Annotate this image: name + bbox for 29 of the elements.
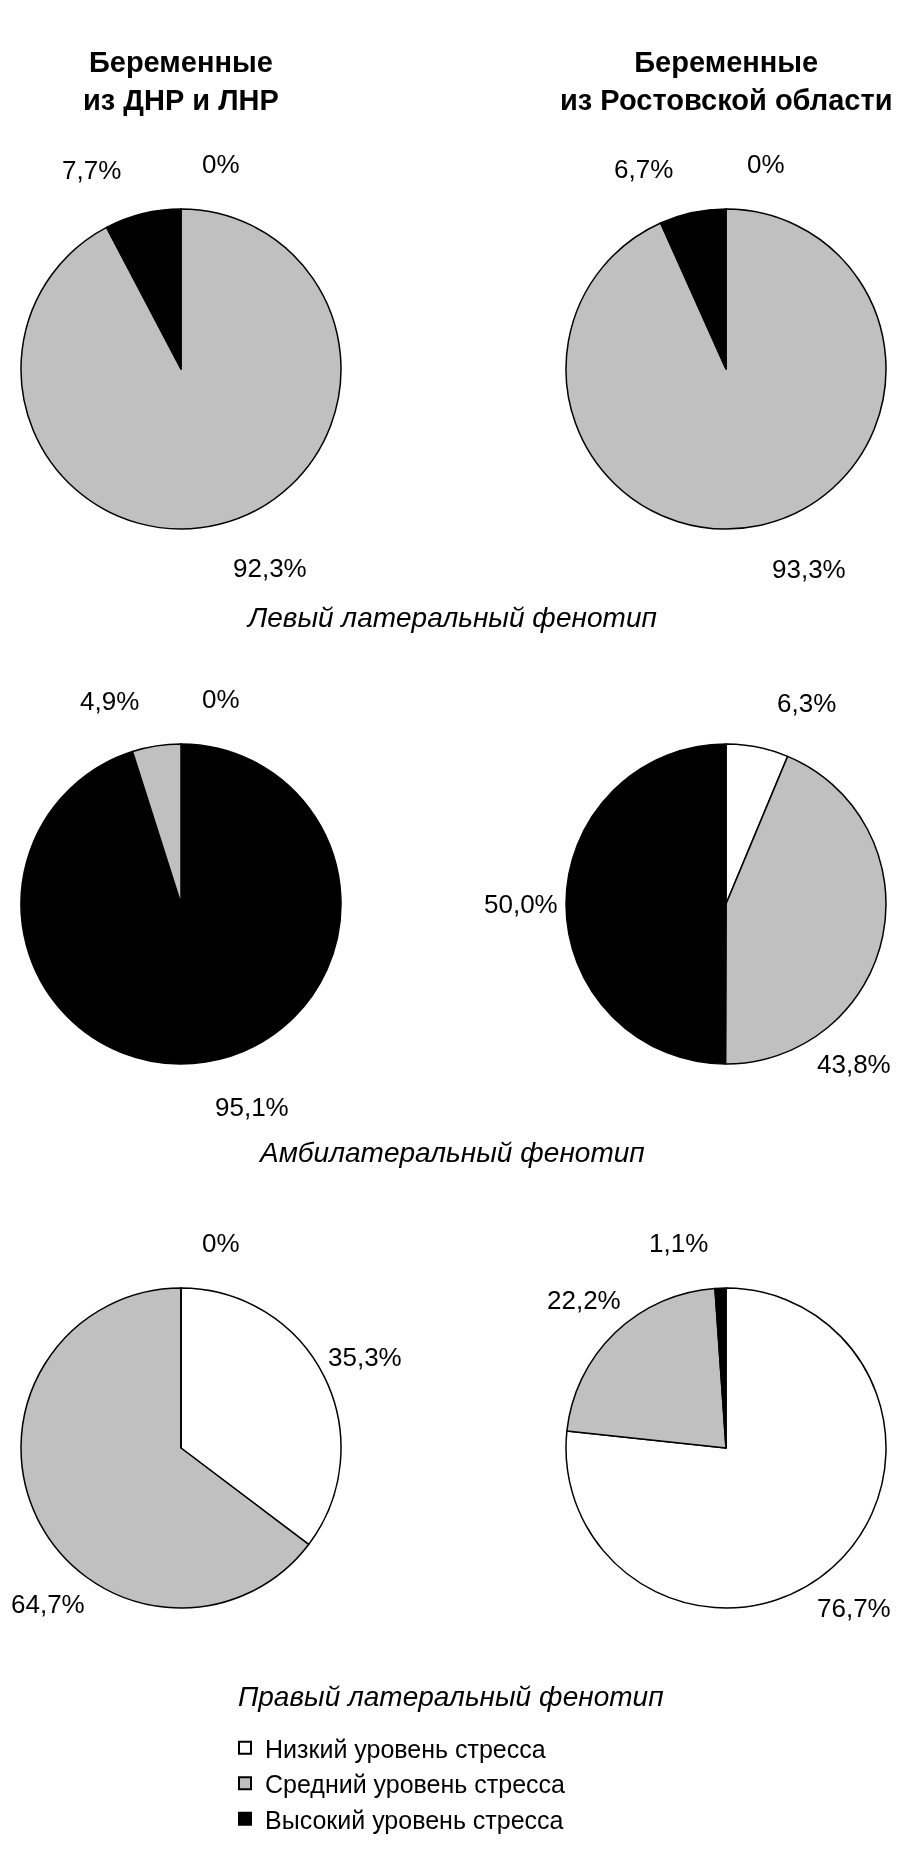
data-label: 35,3% <box>328 1342 402 1372</box>
chart-title: Беременные из Ростовской области <box>560 46 893 116</box>
data-label: 6,7% <box>614 154 674 184</box>
chart-title: Беременные из ДНР и ЛНР <box>83 46 279 116</box>
text: Левый латеральный фенотип <box>246 602 657 633</box>
pie-slice <box>20 743 342 1065</box>
legend-label: Низкий уровень стресса <box>265 1734 546 1763</box>
data-label: 76,7% <box>817 1593 891 1623</box>
data-label: 6,3% <box>777 688 837 718</box>
text: Амбилатеральный фенотип <box>258 1137 645 1168</box>
data-label: 1,1% <box>649 1228 709 1258</box>
legend-label: Высокий уровень стресса <box>265 1805 564 1834</box>
data-label: 93,3% <box>772 554 846 584</box>
data-label: 43,8% <box>817 1049 891 1079</box>
data-label: 7,7% <box>62 155 122 185</box>
data-label: 92,3% <box>233 553 307 583</box>
data-label: 22,2% <box>547 1285 621 1315</box>
data-label: 95,1% <box>215 1092 289 1122</box>
text: 0% <box>202 149 240 179</box>
text: Правый латеральный фенотип <box>238 1681 664 1712</box>
text: 0% <box>747 149 785 179</box>
legend-label: Средний уровень стресса <box>265 1770 566 1798</box>
pie-slice <box>20 208 342 530</box>
text: 0% <box>202 1228 240 1258</box>
data-label: 4,9% <box>80 686 140 716</box>
pie-slice <box>565 208 887 530</box>
text: 0% <box>202 684 240 714</box>
data-label: 50,0% <box>484 889 558 919</box>
data-label: 64,7% <box>11 1589 85 1619</box>
